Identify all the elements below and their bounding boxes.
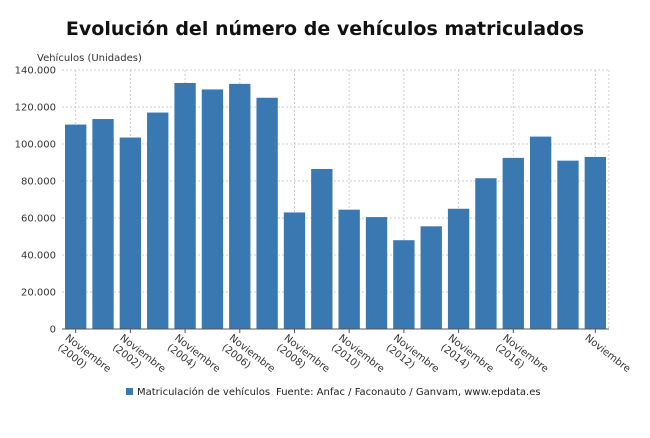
y-tick-label: 60.000 (21, 214, 56, 225)
y-tick-label: 40.000 (21, 251, 56, 262)
x-tick-label: Noviembre(2012) (384, 333, 441, 385)
source-note: Fuente: Anfac / Faconauto / Ganvam, www.… (276, 387, 541, 398)
bar (584, 156, 606, 329)
x-tick-label: Noviembre(2000) (55, 333, 112, 385)
x-tick-label: Noviembre(2008) (274, 333, 331, 385)
gridlines (62, 69, 610, 329)
bar (229, 83, 251, 329)
y-axis-label: Vehículos (Unidades) (37, 52, 142, 64)
bar (365, 217, 388, 329)
bar (147, 112, 169, 329)
bar (311, 168, 333, 329)
bar (283, 212, 306, 329)
x-axis-ticks: Noviembre(2000) Noviembre(2002) Noviembre(… (55, 329, 632, 385)
bar (447, 208, 470, 329)
chart-title: Evolución del número de vehículos matric… (66, 18, 584, 40)
bar (557, 160, 579, 329)
y-tick-label: 80.000 (21, 177, 56, 188)
bar (420, 226, 442, 329)
x-tick-label: Noviembre(2014) (438, 333, 495, 385)
bar (529, 136, 552, 329)
bar (92, 119, 114, 330)
y-tick-label: 100.000 (15, 140, 56, 151)
y-tick-label: 20.000 (21, 288, 56, 299)
bar (338, 209, 360, 329)
bar (119, 137, 142, 329)
x-tick-label: Noviembre(2004) (165, 333, 222, 385)
bar (475, 178, 497, 329)
bar (256, 97, 278, 329)
bar (393, 240, 415, 329)
y-tick-label: 0 (50, 325, 56, 336)
y-tick-label: 120.000 (15, 103, 56, 114)
x-tick-label: Noviembre(2002) (110, 333, 167, 385)
x-tick-label: Noviembre(2006) (220, 333, 277, 385)
bar (201, 89, 224, 329)
y-tick-label: 140.000 (15, 66, 56, 77)
bar (174, 82, 196, 329)
legend-swatch (126, 388, 133, 395)
x-tick-label: Noviembre(2010) (329, 333, 386, 385)
x-tick-label: Noviembre(2016) (493, 333, 550, 385)
legend-label: Matriculación de vehículos (137, 386, 270, 398)
bars (65, 82, 606, 330)
x-tick-label: Noviembre (582, 333, 632, 375)
legend: Matriculación de vehículos (126, 386, 270, 398)
bar (502, 157, 524, 329)
y-axis-ticks: 0 20.000 40.000 60.000 80.000 100.000 120.000 1… (15, 66, 56, 336)
bar (65, 124, 87, 329)
